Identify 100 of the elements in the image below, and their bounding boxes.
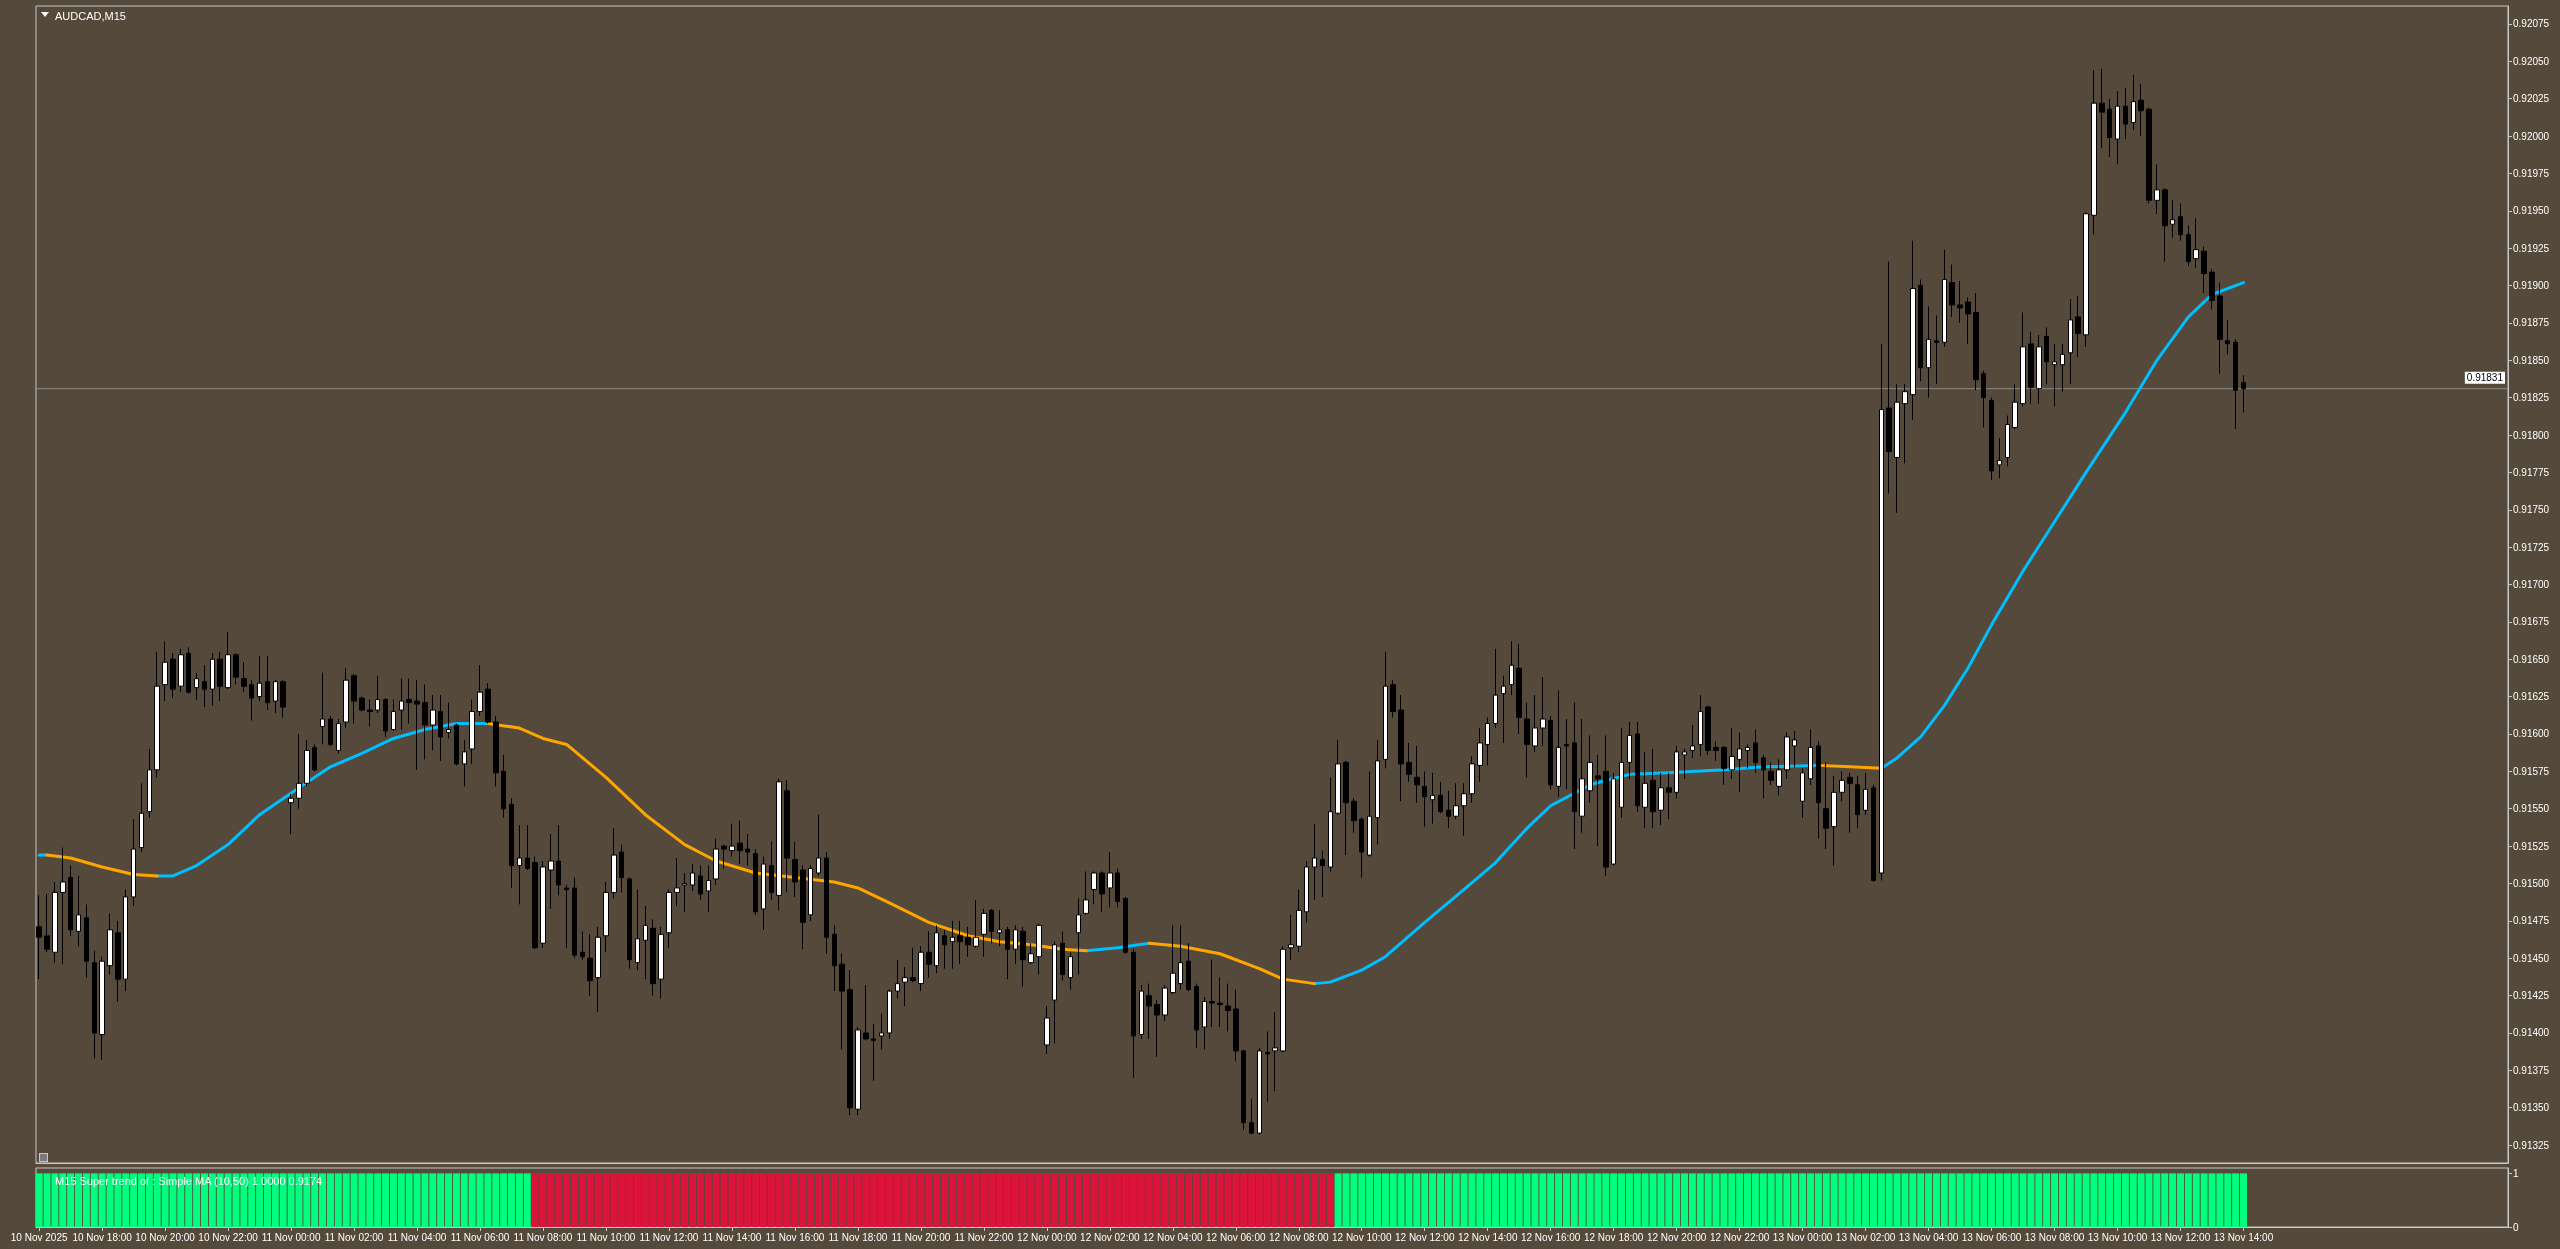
candlestick (926, 930, 932, 979)
candlestick (1973, 292, 1979, 391)
candlestick (1320, 850, 1325, 898)
candlestick (265, 655, 270, 711)
candlestick (1705, 705, 1711, 756)
candlestick (1540, 676, 1546, 747)
candlestick (107, 912, 113, 976)
candlestick (84, 903, 89, 979)
candlestick (1217, 977, 1223, 1028)
candlestick (320, 672, 325, 745)
candlestick (1509, 640, 1514, 696)
y-tick-label: 0.91675 (2513, 616, 2550, 628)
candlestick (296, 733, 302, 810)
x-tick-label: 11 Nov 10:00 (576, 1231, 636, 1243)
candlestick (934, 924, 939, 974)
candlestick (666, 888, 672, 949)
candlestick (1493, 648, 1498, 729)
y-tick-label: 0.91375 (2513, 1064, 2550, 1076)
y-tick-label: 0.92050 (2513, 55, 2550, 67)
candlestick (2123, 87, 2128, 140)
candlestick (753, 848, 758, 916)
candlestick (147, 748, 152, 819)
candlestick (477, 664, 483, 717)
candlestick (2083, 211, 2089, 348)
candlestick (1123, 896, 1128, 955)
candlestick (1839, 770, 1845, 802)
candlestick (1422, 770, 1427, 828)
candlestick (2146, 107, 2152, 204)
y-tick-label: 0.92000 (2513, 130, 2550, 142)
x-tick-label: 11 Nov 16:00 (765, 1231, 825, 1243)
candlestick (485, 682, 491, 725)
x-tick-label: 12 Nov 08:00 (1269, 1231, 1329, 1243)
candlestick (359, 696, 365, 713)
x-tick-label: 10 Nov 2025 (10, 1231, 68, 1243)
candlestick (2170, 199, 2175, 239)
candlestick (154, 651, 160, 778)
candlestick (2162, 187, 2168, 263)
candlestick (1926, 305, 1931, 399)
x-tick-label: 11 Nov 12:00 (639, 1231, 699, 1243)
candlestick (525, 824, 530, 871)
x-tick-label: 13 Nov 14:00 (2213, 1231, 2274, 1243)
candlestick (981, 908, 987, 958)
y-tick-label: 0.91900 (2513, 280, 2550, 292)
candlestick (186, 646, 191, 695)
candlestick (2209, 268, 2215, 310)
candlestick (1241, 1048, 1246, 1131)
x-tick-label: 11 Nov 20:00 (891, 1231, 951, 1243)
candlestick (1146, 983, 1152, 1040)
candlestick (863, 984, 869, 1041)
candlestick (1690, 724, 1695, 759)
y-tick-label: 0.91550 (2513, 803, 2550, 815)
candlestick (1131, 948, 1136, 1079)
candlestick (2217, 282, 2223, 375)
candlestick (233, 652, 239, 686)
candlestick (1548, 715, 1553, 790)
candlestick (1611, 772, 1616, 867)
x-tick-label: 11 Nov 18:00 (828, 1231, 888, 1243)
candlestick (509, 797, 514, 889)
candlestick (1099, 871, 1105, 913)
candlestick (2091, 69, 2097, 236)
candlestick (217, 651, 223, 702)
ref-line-label: 0.91831 (2466, 372, 2504, 384)
candlestick (895, 959, 900, 1000)
candlestick (800, 865, 806, 950)
x-tick-label: 12 Nov 04:00 (1143, 1231, 1203, 1243)
x-tick-label: 11 Nov 14:00 (702, 1231, 762, 1243)
candlestick (855, 1026, 861, 1116)
candlestick (1430, 772, 1435, 825)
candlestick (1288, 914, 1294, 961)
candlestick (973, 899, 979, 949)
candlestick (2012, 383, 2018, 430)
candlestick (910, 947, 916, 983)
candlestick (1831, 775, 1837, 867)
candlestick (257, 655, 262, 702)
x-tick-label: 11 Nov 22:00 (954, 1231, 1014, 1243)
candlestick (1257, 1047, 1262, 1136)
candlestick (1949, 264, 1955, 318)
candlestick (328, 715, 333, 747)
candlestick (1501, 675, 1506, 744)
candlestick (1052, 941, 1057, 1044)
candlestick (816, 814, 821, 877)
candlestick (1942, 249, 1947, 348)
x-tick-label: 12 Nov 00:00 (1017, 1231, 1078, 1243)
candlestick (690, 863, 695, 892)
x-tick-label: 10 Nov 20:00 (135, 1231, 196, 1243)
candlestick (1194, 983, 1199, 1049)
candlestick (1886, 261, 1892, 494)
candlestick (1572, 702, 1577, 850)
candlestick (1737, 731, 1742, 793)
candlestick (391, 699, 396, 732)
candlestick (343, 667, 349, 729)
y-tick-label: 0.91475 (2513, 915, 2550, 927)
y-tick-label: 0.91700 (2513, 579, 2550, 590)
candlestick (367, 699, 373, 728)
x-tick-label: 12 Nov 20:00 (1646, 1231, 1707, 1243)
candlestick (399, 678, 404, 730)
x-tick-label: 13 Nov 12:00 (2150, 1231, 2211, 1243)
candlestick (1398, 694, 1404, 802)
x-tick-label: 11 Nov 00:00 (261, 1231, 321, 1243)
candlestick (1934, 314, 1939, 385)
